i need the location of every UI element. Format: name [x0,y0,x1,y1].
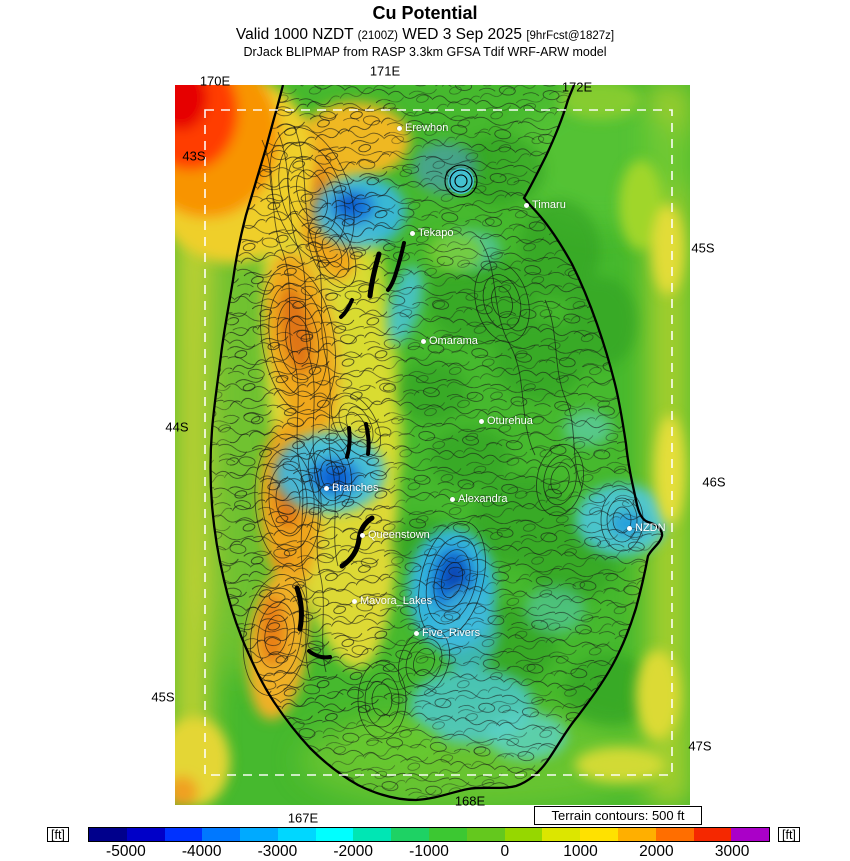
colorbar-tick-label: -4000 [181,843,222,860]
colorbar-segment [391,828,430,841]
colorbar-segment [693,828,732,841]
colorbar-segment [655,828,694,841]
colorbar-segment [429,828,467,841]
header: Cu Potential Valid 1000 NZDT (2100Z) WED… [0,0,850,59]
valid-date: WED 3 Sep 2025 [402,26,523,43]
colorbar-tick-label: 0 [500,843,510,860]
colorbar-segment [617,828,656,841]
unit-left-label: [ft] [47,827,69,842]
colorbar [88,827,770,842]
contour-flow-lines [261,125,583,679]
contour-rings [242,126,644,740]
lakes [294,241,406,660]
unit-right-label: [ft] [778,827,800,842]
colorbar-tick-label: 1000 [563,843,598,860]
valid-zulu: (2100Z) [357,30,398,42]
colorbar-tick-label: -1000 [409,843,449,860]
colorbar-tick-label: -2000 [333,843,374,860]
colorbar-segment [202,828,241,841]
colorbar-segment [277,828,316,841]
colorbar-segment [542,828,581,841]
valid-fcst-tag: [9hrFcst@1827z] [526,30,615,42]
page-title: Cu Potential [372,3,478,23]
colorbar-tick-labels: -5000 -4000 -3000 -2000 -1000 0 1000 2000 3000 [88,843,770,860]
colorbar-segment [164,828,203,841]
target-rings-icon [444,164,478,198]
colorbar-segment [580,828,618,841]
colorbar-segment [353,828,392,841]
colorbar-segment [466,828,505,841]
colorbar-tick-label: -3000 [257,843,298,860]
colorbar-tick-label: -5000 [106,843,146,860]
colorbar-segment [240,828,278,841]
valid-prefix: Valid 1000 NZDT [235,26,354,43]
model-line: DrJack BLIPMAP from RASP 3.3km GFSA Tdif… [243,45,607,59]
colorbar-segment [126,828,165,841]
terrain-contours-note: Terrain contours: 500 ft [534,806,702,825]
map-field [175,85,690,805]
colorbar-segment [89,828,127,841]
colorbar-tick-label: 3000 [714,843,750,860]
colorbar-segment [731,828,770,841]
domain-boundary-dashed [204,109,673,776]
colorbar-tick-label: 2000 [639,843,674,860]
colorbar-segment [315,828,354,841]
colorbar-segment [504,828,543,841]
coastline [209,85,664,802]
valid-line: Valid 1000 NZDT (2100Z) WED 3 Sep 2025 [… [0,26,850,44]
